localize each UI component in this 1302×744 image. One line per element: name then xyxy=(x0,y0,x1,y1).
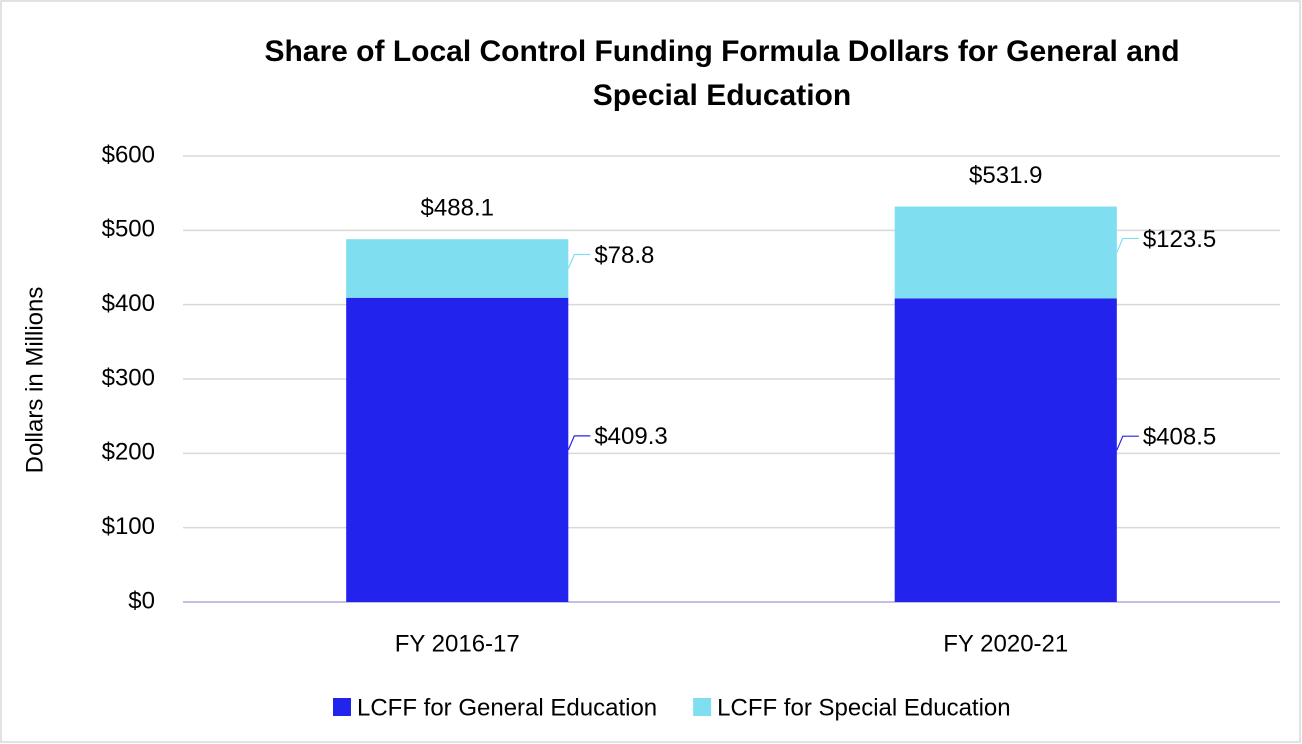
legend-label: LCFF for Special Education xyxy=(717,694,1010,721)
y-tick-label: $500 xyxy=(102,216,155,243)
leader-line xyxy=(1116,435,1139,451)
leader-line xyxy=(567,253,591,269)
leader-line xyxy=(567,435,591,451)
x-tick-label: FY 2016-17 xyxy=(395,630,520,657)
bar-segment xyxy=(346,239,569,298)
y-tick-label: $100 xyxy=(102,513,155,540)
leader-line xyxy=(1116,237,1139,253)
y-tick-label: $300 xyxy=(102,364,155,391)
bar-segment xyxy=(894,206,1117,299)
y-tick-label: $200 xyxy=(102,439,155,466)
y-tick-label: $0 xyxy=(128,587,155,614)
data-label: $78.8 xyxy=(594,242,654,269)
legend-swatch xyxy=(693,698,712,716)
y-tick-label: $400 xyxy=(102,290,155,317)
data-label: $408.5 xyxy=(1143,424,1216,451)
y-axis-label: Dollars in Millions xyxy=(21,287,48,474)
bar-segment xyxy=(894,298,1117,602)
chart-title: Share of Local Control Funding Formula D… xyxy=(264,35,1180,112)
total-label: $488.1 xyxy=(421,195,494,222)
total-label: $531.9 xyxy=(969,162,1042,189)
legend-label: LCFF for General Education xyxy=(357,694,657,721)
x-tick-label: FY 2020-21 xyxy=(943,630,1068,657)
data-label: $409.3 xyxy=(594,423,667,450)
data-label: $123.5 xyxy=(1143,226,1216,253)
legend-swatch xyxy=(333,698,351,716)
y-tick-label: $600 xyxy=(102,141,155,168)
bar-segment xyxy=(346,297,569,602)
